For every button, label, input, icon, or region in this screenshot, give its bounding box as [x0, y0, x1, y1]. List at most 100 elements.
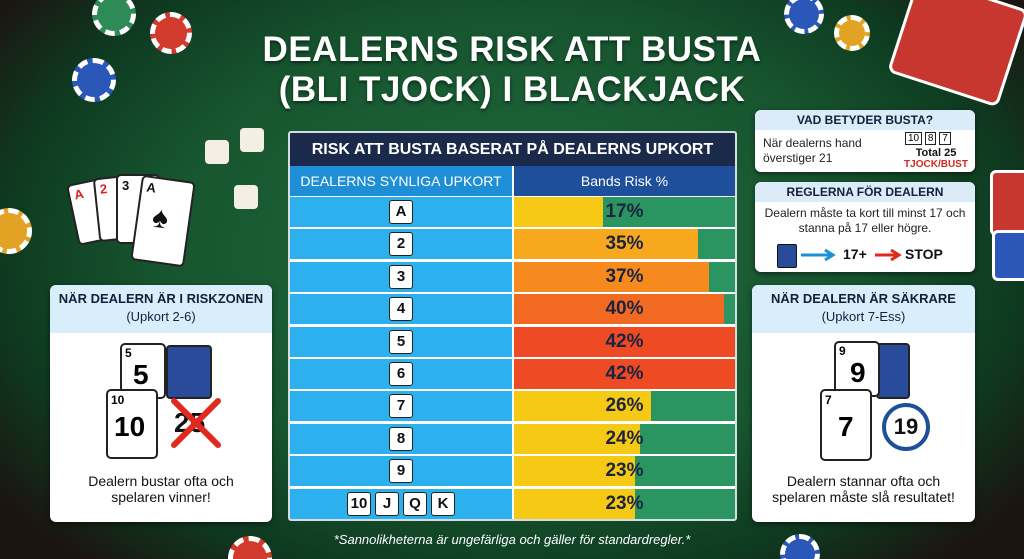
risk-table: RISK ATT BUSTA BASERAT PÅ DEALERNS UPKOR… — [288, 131, 737, 521]
value-label: 40% — [605, 298, 644, 320]
table-row: 10 J Q K 23% — [290, 488, 735, 519]
bust-box: VAD BETYDER BUSTA? När dealerns hand öve… — [755, 110, 975, 172]
category-cell: 5 — [290, 326, 512, 357]
table-title: RISK ATT BUSTA BASERAT PÅ DEALERNS UPKOR… — [290, 133, 735, 166]
panel-text: Dealern bustar ofta och spelaren vinner! — [88, 473, 234, 505]
card-back — [876, 343, 910, 399]
die — [205, 140, 229, 164]
card-icon — [777, 244, 797, 268]
value-cell: 42% — [514, 326, 735, 357]
card-corner: 7 — [825, 393, 832, 407]
category-cell: 8 — [290, 423, 512, 454]
panel-subtitle: (Upkort 2-6) — [126, 309, 196, 324]
table-row: 5 42% — [290, 326, 735, 358]
value-label: 42% — [605, 330, 644, 352]
box-text: Dealern måste ta kort till minst 17 och … — [764, 206, 966, 235]
upcard: J — [375, 491, 399, 516]
value-cell: 42% — [514, 359, 735, 389]
chip — [150, 12, 192, 54]
footnote: *Sannolikheterna är ungefärliga och gäll… — [333, 532, 691, 547]
chip — [780, 534, 820, 559]
card-back — [166, 345, 212, 399]
panel-title: NÄR DEALERN ÄR I RISKZONEN — [58, 291, 264, 306]
value-label: 17% — [605, 201, 644, 222]
category-cell: 4 — [290, 294, 512, 325]
chip — [0, 208, 32, 254]
card-rank: 3 — [122, 178, 130, 193]
value-cell: 24% — [514, 423, 735, 454]
card: 10 10 — [106, 389, 158, 459]
box-title: REGLERNA FÖR DEALERN — [755, 182, 975, 202]
cross — [171, 398, 221, 448]
bust-total: Total 25 — [915, 147, 957, 159]
table-row: 4 40% — [290, 294, 735, 325]
mini-card: 8 — [924, 132, 937, 145]
stand-total: 19 — [882, 403, 930, 451]
box-text: När dealerns hand överstiger 21 — [763, 136, 862, 165]
category-cell: 2 — [290, 229, 512, 260]
value-cell: 35% — [514, 229, 735, 260]
chip — [834, 15, 870, 51]
bar — [514, 488, 636, 519]
panel-subtitle: (Upkort 7-Ess) — [821, 309, 906, 324]
value-cell: 37% — [514, 261, 735, 292]
die — [240, 128, 264, 152]
category-cell: 7 — [290, 391, 512, 422]
category-cell: A — [290, 197, 512, 227]
table-row: 7 26% — [290, 391, 735, 422]
upcard: 2 — [389, 232, 413, 257]
spade: ♠ — [150, 200, 171, 236]
chip — [92, 0, 136, 36]
upcard: 6 — [389, 362, 413, 386]
card-rank: 7 — [838, 411, 854, 442]
bar — [514, 456, 636, 487]
upcard: 3 — [389, 264, 413, 289]
column-header: Bands Risk % — [514, 166, 735, 196]
mini-cards: 10 8 7 — [905, 132, 951, 145]
table-row: 9 23% — [290, 456, 735, 487]
column-header: DEALERNS SYNLIGA UPKORT — [290, 166, 512, 196]
risk-panel: NÄR DEALERN ÄR I RISKZONEN (Upkort 2-6) … — [50, 285, 272, 522]
panel-text: Dealern stannar ofta och spelaren måste … — [772, 473, 955, 505]
card-corner: 5 — [125, 346, 132, 360]
deck-card — [990, 170, 1024, 236]
upcard: 5 — [389, 329, 413, 354]
arrow — [875, 248, 902, 262]
card-rank: 10 — [114, 411, 146, 442]
value-label: 24% — [605, 427, 644, 449]
card-rank: A — [145, 179, 157, 196]
card-rank: 5 — [133, 359, 149, 390]
bar — [514, 359, 735, 389]
title-line: DEALERNS RISK ATT BUSTA — [262, 30, 762, 69]
table-row: 2 35% — [290, 229, 735, 260]
table-row: 3 37% — [290, 261, 735, 293]
card-rank: A — [72, 185, 86, 203]
arrow — [801, 248, 836, 262]
card-corner: 9 — [839, 344, 846, 358]
upcard: K — [431, 491, 455, 516]
card-rank: 9 — [850, 357, 866, 388]
value-label: 37% — [605, 265, 644, 287]
bar — [514, 391, 651, 422]
value-cell: 40% — [514, 294, 735, 325]
table-row: 8 24% — [290, 423, 735, 455]
bar — [514, 261, 709, 292]
rules-box: REGLERNA FÖR DEALERN Dealern måste ta ko… — [755, 182, 975, 272]
upcard: 9 — [389, 459, 413, 484]
panel-header: NÄR DEALERN ÄR I RISKZONEN (Upkort 2-6) — [50, 285, 272, 333]
panel-title: NÄR DEALERN ÄR SÄKRARE — [771, 291, 956, 306]
action: STOP — [905, 246, 943, 262]
value-cell: 17% — [514, 197, 735, 227]
bar — [514, 197, 604, 227]
card-rank: 2 — [99, 181, 108, 197]
value-label: 26% — [605, 395, 644, 417]
fan-card: A ♠ — [130, 174, 196, 268]
upcard: 8 — [389, 426, 413, 451]
threshold: 17+ — [843, 246, 867, 262]
panel-header: NÄR DEALERN ÄR SÄKRARE (Upkort 7-Ess) — [752, 285, 975, 333]
chip — [784, 0, 824, 34]
bar — [514, 423, 641, 454]
